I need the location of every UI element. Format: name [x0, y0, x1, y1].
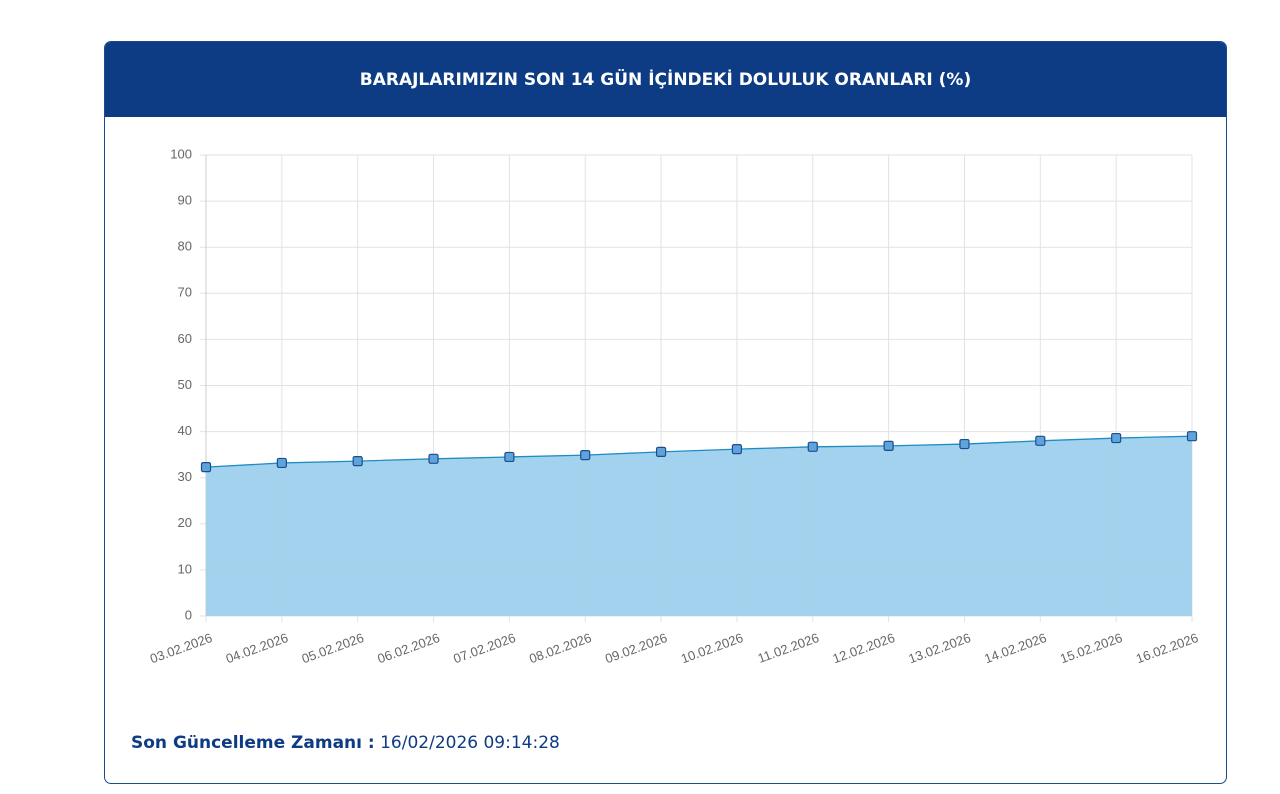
marker [1186, 431, 1198, 442]
y-tick-label: 100 [170, 146, 192, 161]
marker [504, 451, 515, 463]
x-tick-label: 06.02.2026 [375, 630, 441, 666]
y-tick-label: 0 [185, 607, 192, 622]
y-tick-label: 30 [178, 469, 192, 484]
marker [807, 441, 818, 452]
line [205, 435, 1193, 468]
footer-label: Son Güncelleme Zamanı : [131, 733, 375, 753]
marker [580, 450, 591, 461]
y-tick-label: 80 [178, 239, 192, 254]
marker [1035, 435, 1046, 446]
card: BARAJLARIMIZIN SON 14 GÜN İÇİNDEKİ DOLUL… [104, 41, 1227, 784]
chart-title: BARAJLARIMIZIN SON 14 GÜN İÇİNDEKİ DOLUL… [359, 69, 972, 90]
marker [200, 461, 212, 473]
footer-value: 16/02/2026 09:14:28 [380, 733, 560, 753]
x-tick-label: 05.02.2026 [300, 630, 366, 666]
marker [959, 438, 970, 450]
marker [276, 457, 287, 469]
y-tick-label: 60 [178, 331, 192, 346]
area [206, 436, 1192, 616]
chart: 0 10 20 30 40 50 60 70 80 90 100 03.02.2026 04.02.20… [148, 146, 1200, 666]
x-tick-label: 16.02.2026 [1134, 630, 1200, 666]
footer: Son Güncelleme Zamanı : 16/02/2026 09:14… [131, 733, 560, 753]
x-tick-label: 15.02.2026 [1058, 630, 1124, 666]
marker [655, 446, 667, 457]
x-tick-label: 08.02.2026 [527, 630, 593, 666]
y-tick-label: 70 [178, 285, 192, 300]
x-tick-label: 14.02.2026 [982, 630, 1048, 666]
card-header: BARAJLARIMIZIN SON 14 GÜN İÇİNDEKİ DOLUL… [105, 42, 1226, 117]
x-tick-label: 12.02.2026 [831, 630, 897, 666]
y-tick-label: 90 [178, 193, 192, 208]
y-tick-label: 20 [178, 515, 192, 530]
y-tick-label: 10 [178, 561, 192, 576]
y-tick-label: 40 [178, 423, 192, 438]
marker [428, 453, 439, 464]
marker [883, 440, 894, 451]
y-tick-label: 50 [178, 377, 192, 392]
marker [1111, 432, 1122, 444]
x-tick-label: 11.02.2026 [756, 630, 821, 666]
x-tick-label: 07.02.2026 [451, 630, 517, 666]
marker [731, 444, 743, 455]
x-tick-label: 04.02.2026 [224, 630, 290, 666]
x-tick-label: 13.02.2026 [906, 630, 972, 666]
x-tick-label: 03.02.2026 [148, 630, 214, 666]
marker [352, 456, 363, 467]
x-tick-label: 10.02.2026 [679, 630, 745, 666]
x-tick-label: 09.02.2026 [603, 630, 669, 666]
